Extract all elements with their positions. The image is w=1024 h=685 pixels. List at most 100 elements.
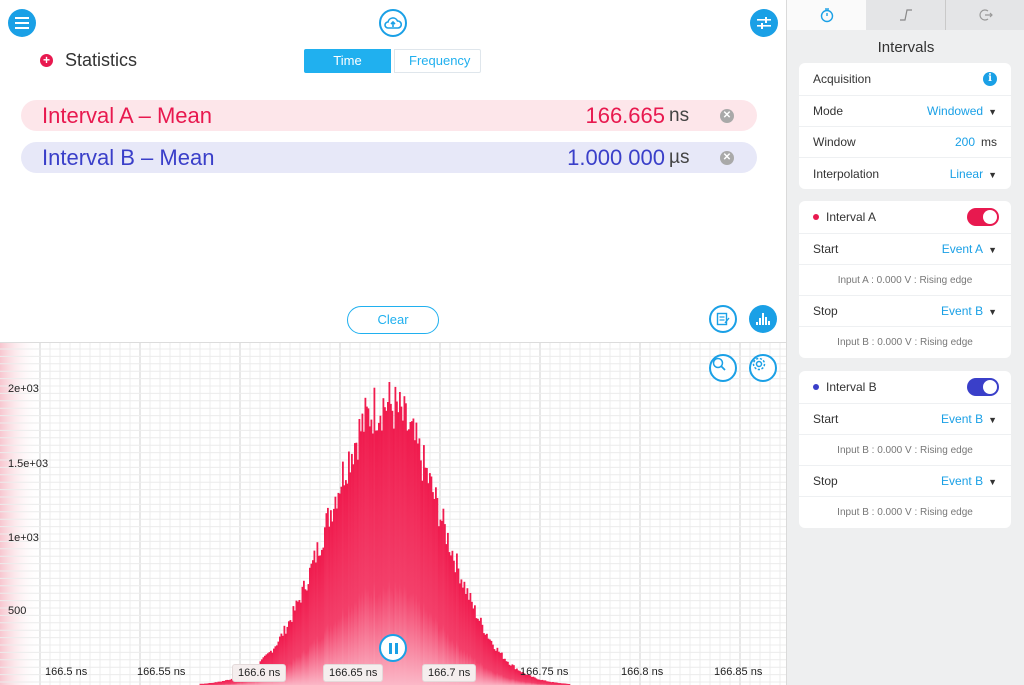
interval-b-stop-row[interactable]: Stop Event B ▼: [799, 466, 1011, 497]
histogram-bar: [310, 563, 313, 685]
histogram-bar: [517, 670, 520, 685]
export-button[interactable]: [709, 305, 737, 333]
histogram-plot[interactable]: 2e+03 1.5e+03 1e+03 500 166.5 ns 166.55 …: [0, 342, 786, 685]
interval-a-toggle[interactable]: [967, 208, 999, 226]
histogram-bar: [508, 664, 511, 685]
settings-panel: Intervals Acquisition i Mode Windowed ▼ W…: [786, 0, 1024, 685]
stop-event-dropdown[interactable]: Event B ▼: [941, 474, 997, 488]
clear-button[interactable]: Clear: [347, 306, 439, 334]
tab-intervals[interactable]: [787, 0, 866, 30]
chevron-down-icon: ▼: [988, 169, 997, 180]
histogram-bar: [210, 683, 212, 685]
tab-time[interactable]: Time: [304, 49, 391, 73]
window-input[interactable]: 200: [954, 135, 975, 149]
add-icon[interactable]: +: [40, 54, 53, 67]
pulse-edge-icon: [899, 9, 912, 21]
histogram-bar: [493, 649, 496, 685]
histogram-bar: [399, 392, 401, 685]
histogram-bar: [318, 555, 320, 685]
histogram-bar: [441, 520, 443, 685]
mode-dropdown[interactable]: Windowed ▼: [927, 104, 997, 118]
histogram-bar: [504, 658, 506, 685]
mode-row[interactable]: Mode Windowed ▼: [799, 96, 1011, 127]
chevron-down-icon: ▼: [988, 477, 997, 487]
histogram-bar: [411, 421, 413, 685]
histogram-bar: [448, 552, 451, 685]
histogram-bar: [498, 651, 500, 685]
interval-a-dot: [813, 214, 819, 220]
interval-b-toggle[interactable]: [967, 378, 999, 396]
histogram-bar: [483, 633, 485, 685]
histogram-bar: [475, 618, 478, 685]
histogram-bar: [499, 652, 502, 685]
start-event-dropdown[interactable]: Event A ▼: [941, 242, 997, 256]
histogram-bar: [558, 683, 560, 685]
histogram-bar: [471, 601, 473, 685]
histogram-bar: [556, 682, 559, 685]
pause-button[interactable]: [379, 634, 407, 662]
tab-exit[interactable]: [945, 0, 1024, 30]
histogram-bar: [438, 526, 440, 685]
histogram-bar: [279, 636, 281, 685]
histogram-bar: [567, 683, 569, 685]
statistics-header[interactable]: + Statistics: [40, 50, 137, 71]
info-icon[interactable]: i: [983, 72, 997, 86]
acquisition-card: Acquisition i Mode Windowed ▼ Window 200 m…: [799, 63, 1011, 189]
interpolation-row[interactable]: Interpolation Linear ▼: [813, 166, 997, 181]
histogram-bar: [564, 683, 566, 685]
histogram-bar: [400, 406, 403, 685]
histogram-bar: [301, 586, 304, 685]
histogram-bar: [324, 527, 326, 685]
histogram-bar: [450, 555, 452, 685]
histogram-bar: [331, 521, 334, 685]
histogram-bar: [349, 472, 352, 685]
histogram-bar: [222, 681, 224, 685]
remove-measurement-icon[interactable]: ✕: [720, 108, 734, 123]
interpolation-dropdown[interactable]: Linear ▼: [949, 166, 997, 181]
histogram-view-button[interactable]: [749, 305, 777, 333]
histogram-bar: [357, 459, 359, 685]
measurement-unit: µs: [669, 146, 690, 168]
histogram-bar: [288, 621, 290, 685]
histogram-bar: [417, 443, 419, 685]
zoom-button[interactable]: [709, 354, 737, 382]
start-event-dropdown[interactable]: Event B ▼: [941, 412, 997, 426]
histogram-bar: [366, 406, 368, 685]
histogram-bar: [282, 635, 284, 685]
upload-button[interactable]: [379, 9, 407, 37]
histogram-bar: [285, 633, 287, 685]
measurement-value: 1.000 000: [567, 144, 665, 170]
settings-button[interactable]: [750, 9, 778, 37]
interval-a-start-row[interactable]: Start Event A ▼: [799, 234, 1011, 265]
histogram-bar: [462, 587, 464, 685]
histogram-bar: [532, 676, 535, 685]
histogram-bar: [420, 460, 422, 685]
histogram-bar: [490, 640, 493, 685]
histogram-bar: [378, 422, 380, 685]
interval-a-stop-row[interactable]: Stop Event B ▼: [799, 296, 1011, 327]
interval-b-start-row[interactable]: Start Event B ▼: [799, 404, 1011, 435]
histogram-bar: [523, 673, 526, 685]
measurement-unit: ns: [669, 104, 690, 126]
histogram-bar: [430, 476, 433, 685]
histogram-bar: [295, 600, 298, 685]
histogram-bar: [360, 431, 362, 685]
histogram-bar: [396, 401, 398, 685]
histogram-bar: [555, 682, 557, 685]
histogram-bar: [232, 678, 235, 685]
tab-frequency[interactable]: Frequency: [394, 49, 481, 73]
exit-icon: [978, 9, 993, 21]
histogram-bar: [423, 445, 425, 685]
histogram-bar: [220, 681, 223, 685]
histogram-bar: [373, 387, 376, 685]
histogram-bar: [384, 407, 386, 685]
histogram-bar: [397, 412, 400, 685]
stop-event-dropdown[interactable]: Event B ▼: [941, 304, 997, 318]
remove-measurement-icon[interactable]: ✕: [720, 150, 734, 165]
histogram-bar: [292, 606, 295, 685]
plot-settings-button[interactable]: [749, 354, 777, 382]
menu-button[interactable]: [8, 9, 36, 37]
histogram-bar: [561, 683, 563, 685]
tab-events[interactable]: [866, 0, 945, 30]
histogram-bar: [511, 664, 514, 685]
